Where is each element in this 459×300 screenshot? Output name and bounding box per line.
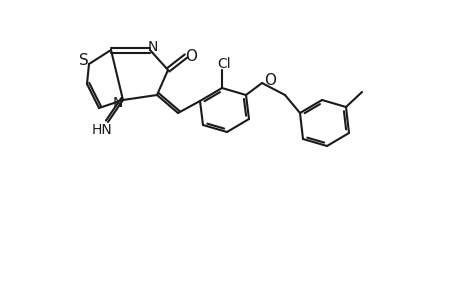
Text: N: N (147, 40, 158, 54)
Text: S: S (79, 52, 89, 68)
Text: N: N (112, 96, 123, 110)
Text: O: O (185, 49, 196, 64)
Text: HN: HN (91, 123, 112, 137)
Text: O: O (263, 73, 275, 88)
Text: Cl: Cl (217, 57, 230, 71)
